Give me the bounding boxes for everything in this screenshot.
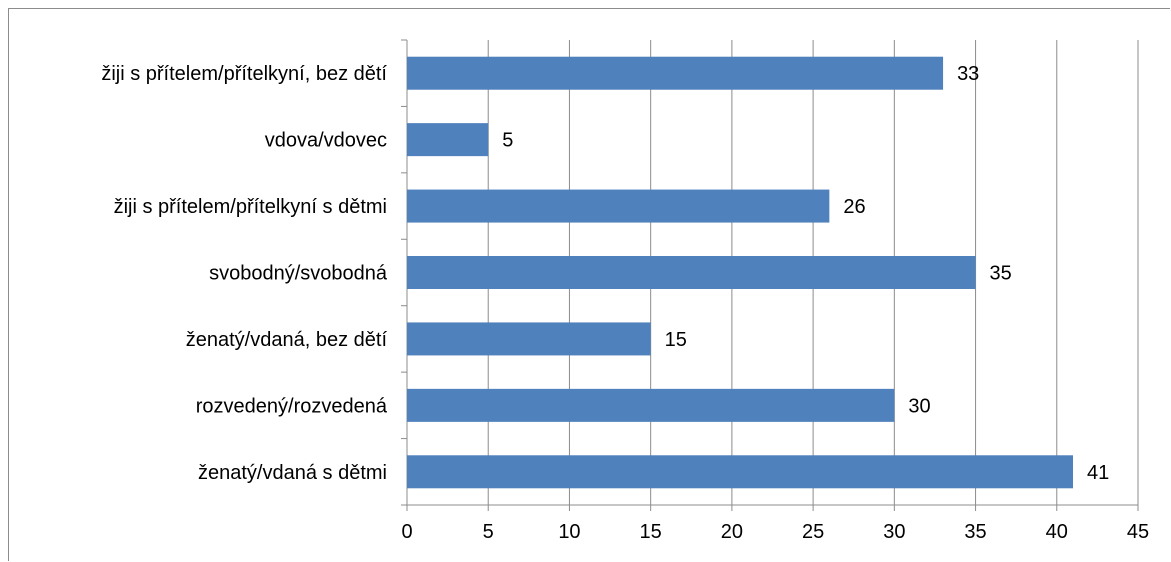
bars	[407, 56, 1074, 489]
category-label-0: žiji s přítelem/přítelkyní, bez dětí	[101, 63, 387, 85]
bar-0	[407, 56, 944, 90]
x-tick-label-35: 35	[964, 521, 986, 543]
x-tick-label-30: 30	[883, 521, 905, 543]
bar-1	[407, 123, 489, 157]
bar-3	[407, 256, 976, 289]
category-label-6: ženatý/vdaná s dětmi	[198, 462, 387, 484]
value-label-0: 33	[957, 63, 979, 85]
bar-4	[407, 322, 651, 356]
value-label-6: 41	[1087, 462, 1109, 484]
bar-5	[407, 388, 895, 422]
value-label-2: 26	[843, 196, 865, 218]
x-tick-label-15: 15	[640, 521, 662, 543]
value-label-4: 15	[665, 329, 687, 351]
x-tick-label-45: 45	[1127, 521, 1149, 543]
bar-2	[407, 189, 830, 223]
x-tick-label-0: 0	[401, 521, 412, 543]
category-label-5: rozvedený/rozvedená	[196, 395, 388, 417]
bar-6	[407, 455, 1074, 489]
x-tick-label-5: 5	[483, 521, 494, 543]
category-label-1: vdova/vdovec	[265, 130, 387, 152]
x-tick-label-20: 20	[721, 521, 743, 543]
value-label-3: 35	[990, 263, 1012, 285]
x-tick-label-40: 40	[1046, 521, 1068, 543]
category-label-2: žiji s přítelem/přítelkyní s dětmi	[114, 196, 387, 218]
category-label-3: svobodný/svobodná	[209, 263, 388, 285]
x-tick-label-25: 25	[802, 521, 824, 543]
value-label-1: 5	[502, 130, 513, 152]
labels: 0 5 10 15 20 25 30 35 40 45 žiji s přítelem/přítel…	[101, 63, 1149, 543]
category-label-4: ženatý/vdaná, bez dětí	[186, 329, 388, 351]
x-tick-label-10: 10	[558, 521, 580, 543]
value-label-5: 30	[908, 395, 930, 417]
